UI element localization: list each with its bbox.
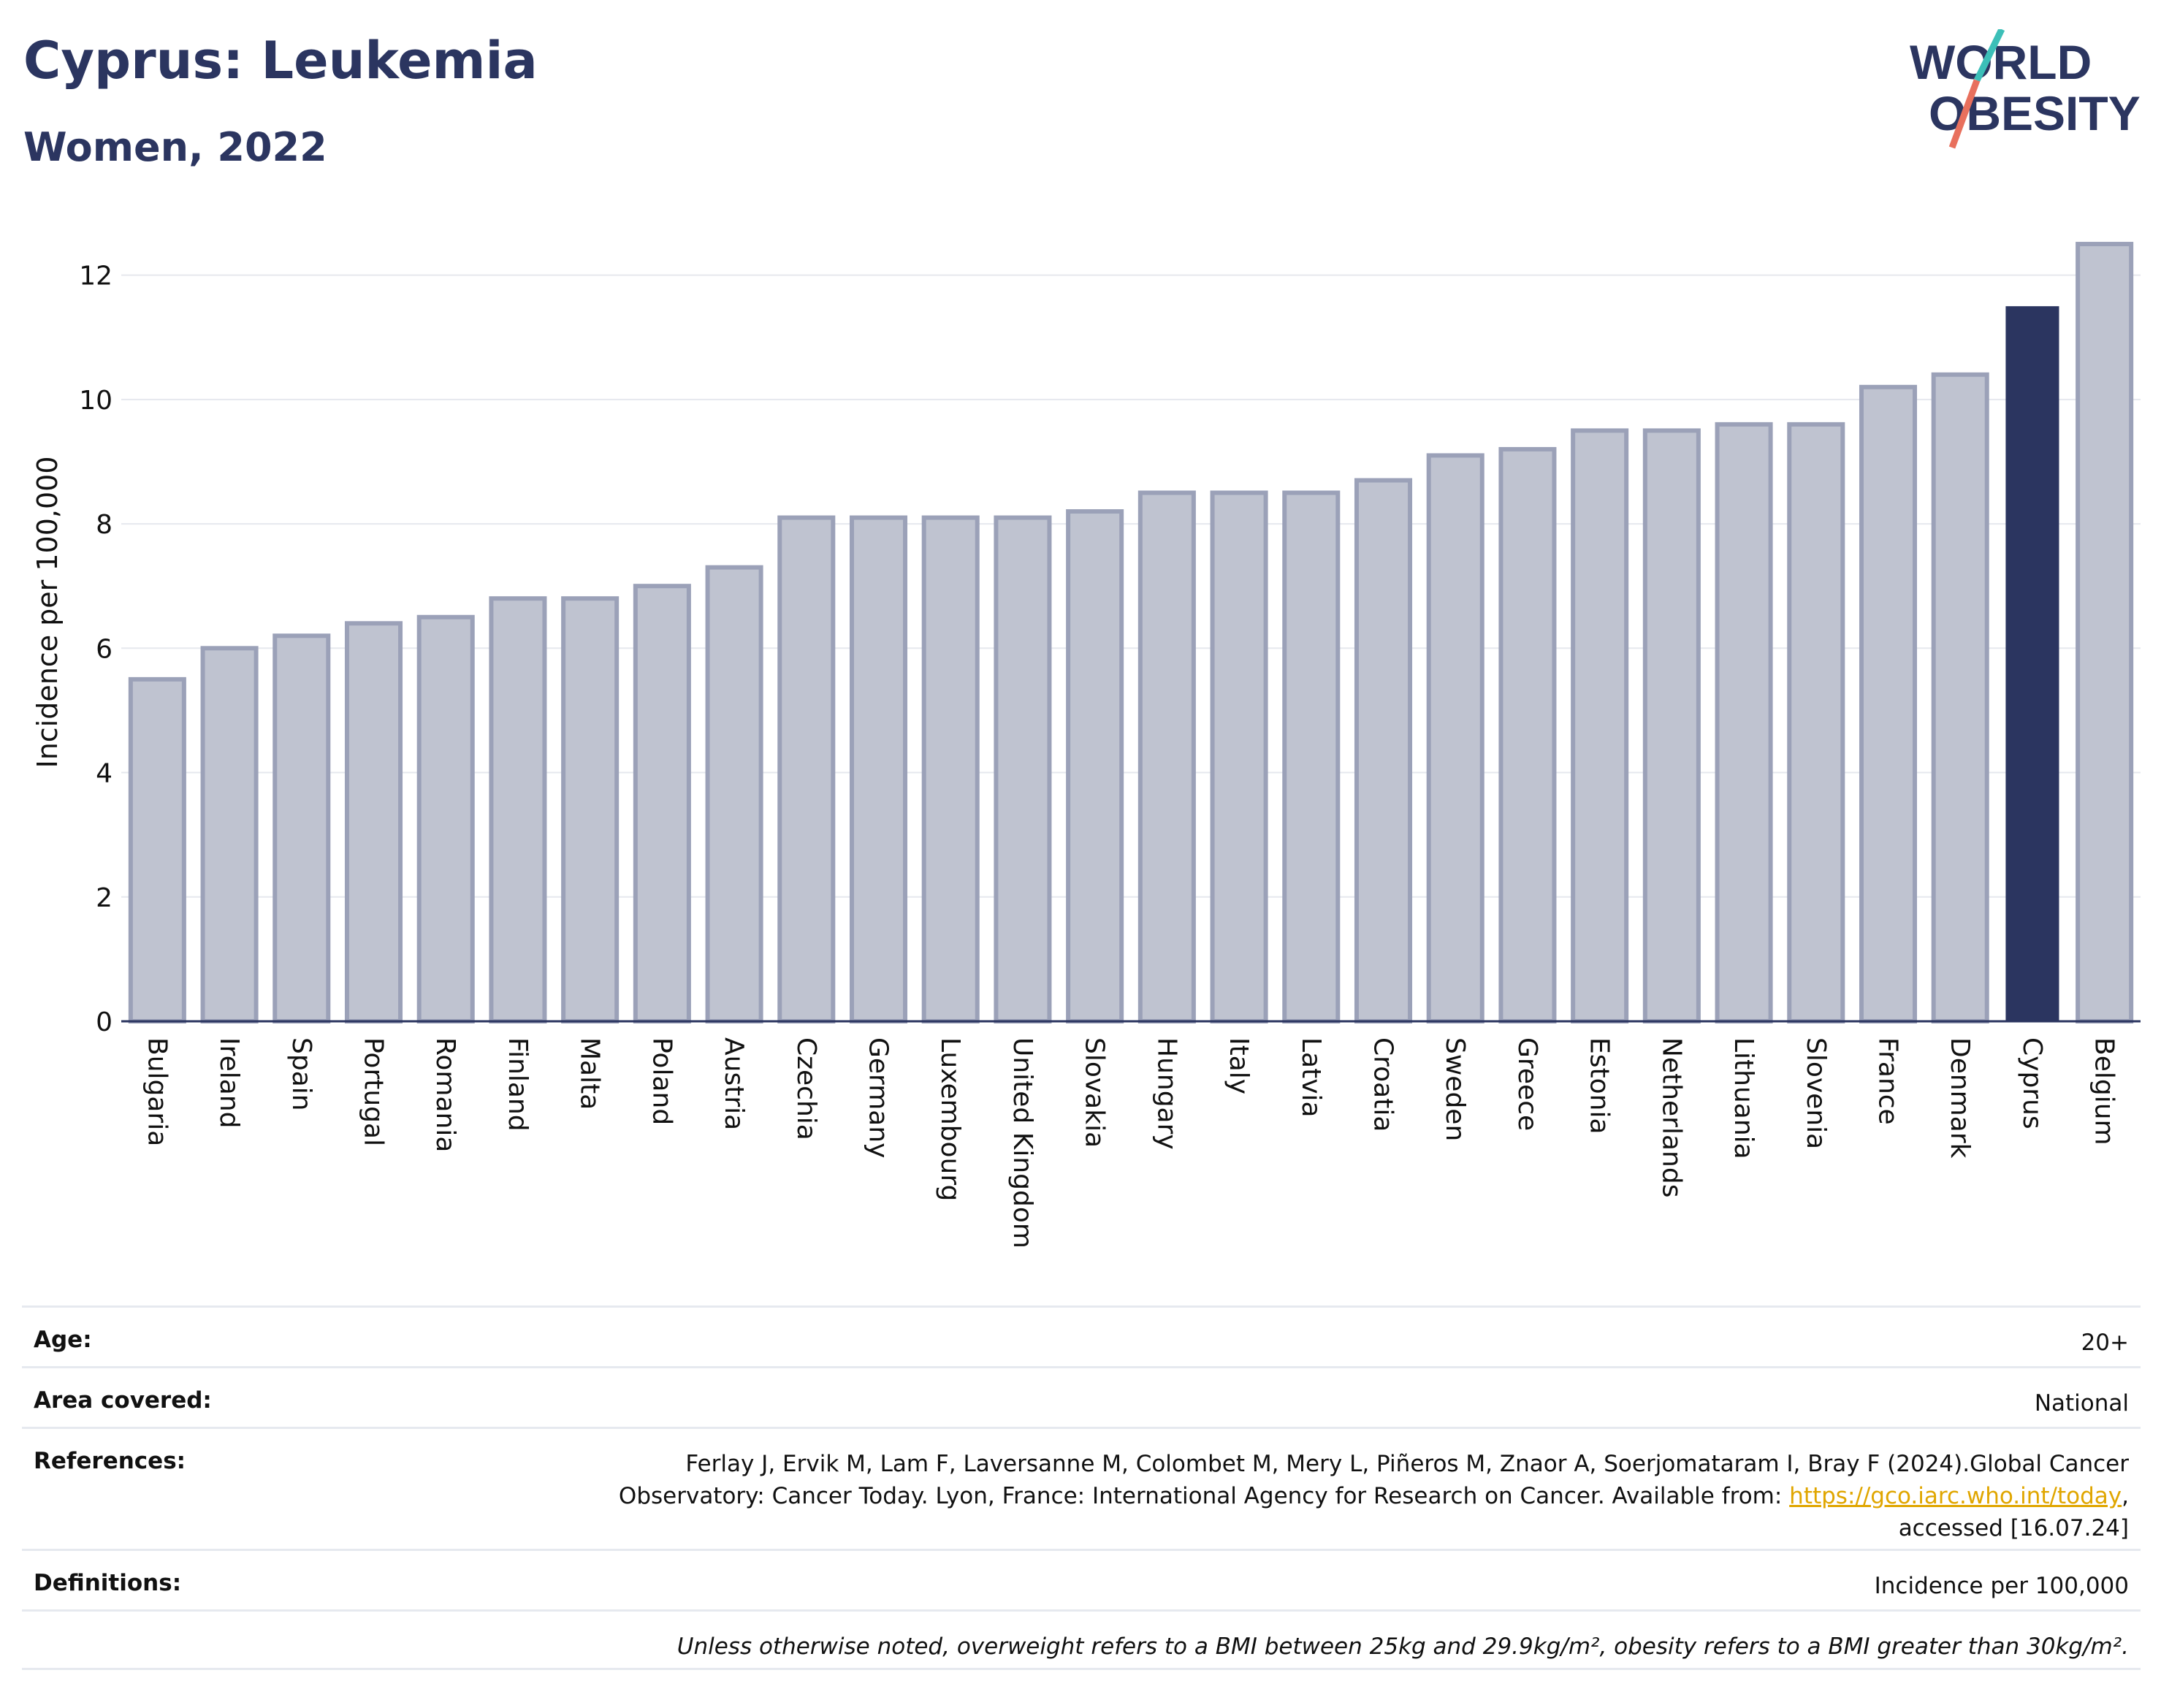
bar-netherlands: Netherlands: 9.5 — [1642, 428, 1701, 1023]
bar-lithuania: Lithuania: 9.6 — [1715, 422, 1773, 1023]
bar-italy: Italy: 8.5 — [1210, 490, 1268, 1023]
x-tick-label: Croatia — [1368, 1037, 1398, 1132]
page-subtitle: Women, 2022 — [23, 124, 327, 170]
bar-hungary: Hungary: 8.5 — [1137, 490, 1196, 1023]
references-label: References: — [34, 1448, 186, 1474]
definitions-label: Definitions: — [34, 1570, 182, 1596]
bar-spain: Spain: 6.2 — [272, 633, 331, 1023]
info-table: Age: 20+ Area covered: National Referenc… — [22, 1305, 2141, 1670]
bar-poland: Poland: 7 — [633, 584, 691, 1023]
bar-denmark: Denmark: 10.4 — [1931, 372, 1989, 1023]
reference-line-3: accessed [16.07.24] — [1898, 1515, 2129, 1541]
bar-cyprus: Cyprus: 11.5 — [2005, 306, 2059, 1021]
info-row-note: Unless otherwise noted, overweight refer… — [22, 1609, 2141, 1670]
definitions-value: Incidence per 100,000 — [1874, 1573, 2129, 1599]
x-tick-label: Germany — [864, 1037, 893, 1158]
x-tick-label: Denmark — [1945, 1037, 1975, 1159]
x-tick-label: Hungary — [1151, 1037, 1181, 1150]
x-tick-label: United Kingdom — [1007, 1037, 1037, 1248]
bar-sweden: Sweden: 9.1 — [1426, 453, 1485, 1023]
bar-bulgaria: Bulgaria: 5.5 — [128, 676, 186, 1023]
bar-ireland: Ireland: 6 — [200, 646, 259, 1023]
x-tick-label: Italy — [1224, 1037, 1254, 1094]
x-tick-label: Lithuania — [1729, 1037, 1758, 1159]
reference-line-2-text: Observatory: Cancer Today. Lyon, France:… — [618, 1483, 1790, 1509]
bar-germany: Germany: 8.1 — [849, 515, 908, 1023]
x-tick-label: Slovenia — [1801, 1037, 1831, 1149]
info-row-references: References: Ferlay J, Ervik M, Lam F, La… — [22, 1427, 2141, 1549]
x-tick-label: Ireland — [214, 1037, 244, 1129]
y-tick-label: 8 — [96, 510, 113, 540]
bmi-note: Unless otherwise noted, overweight refer… — [676, 1633, 2129, 1660]
info-row-definitions: Definitions: Incidence per 100,000 — [22, 1549, 2141, 1609]
area-value: National — [2034, 1390, 2129, 1417]
y-tick-label: 4 — [96, 759, 113, 789]
x-tick-label: Slovakia — [1080, 1037, 1110, 1148]
x-tick-label: Estonia — [1585, 1037, 1615, 1135]
bar-slovakia: Slovakia: 8.2 — [1066, 509, 1124, 1023]
bar-france: France: 10.2 — [1859, 384, 1918, 1023]
y-tick-label: 12 — [79, 262, 113, 291]
y-tick-label: 0 — [96, 1007, 113, 1037]
logo-slash-bottom — [1948, 79, 1981, 149]
y-axis-label: Incidence per 100,000 — [31, 456, 64, 768]
y-tick-label: 6 — [96, 634, 113, 664]
age-value: 20+ — [2081, 1330, 2129, 1356]
bar-slovenia: Slovenia: 9.6 — [1787, 422, 1845, 1023]
page-title: Cyprus: Leukemia — [23, 31, 538, 91]
y-tick-label: 2 — [96, 883, 113, 913]
x-tick-label: Greece — [1512, 1037, 1542, 1131]
bar-belgium: Belgium: 12.5 — [2076, 242, 2134, 1023]
axis-layer: 0 2 4 6 8 10 12 Bulgaria Ireland Spain Portugal Rom… — [79, 262, 2141, 1248]
bar-portugal: Portugal: 6.4 — [344, 621, 403, 1023]
info-row-area: Area covered: National — [22, 1366, 2141, 1427]
x-tick-label: Latvia — [1296, 1037, 1326, 1118]
x-tick-label: Czechia — [791, 1037, 821, 1140]
reference-line-1: Ferlay J, Ervik M, Lam F, Laversanne M, … — [685, 1451, 2129, 1477]
bar-latvia: Latvia: 8.5 — [1282, 490, 1341, 1023]
x-tick-label: Spain — [286, 1037, 316, 1111]
x-tick-label: Bulgaria — [142, 1037, 172, 1146]
x-tick-label: Luxembourg — [935, 1037, 965, 1201]
x-tick-label: Sweden — [1440, 1037, 1470, 1141]
bar-czechia: Czechia: 8.1 — [777, 515, 836, 1023]
x-tick-label: France — [1873, 1037, 1903, 1125]
age-label: Age: — [34, 1327, 92, 1353]
reference-link[interactable]: https://gco.iarc.who.int/today — [1789, 1483, 2122, 1509]
bar-luxembourg: Luxembourg: 8.1 — [921, 515, 980, 1023]
bar-romania: Romania: 6.5 — [416, 614, 475, 1023]
reference-line-2-end: , — [2122, 1483, 2129, 1509]
info-row-age: Age: 20+ — [22, 1305, 2141, 1366]
bar-greece: Greece: 9.2 — [1498, 446, 1557, 1023]
x-tick-label: Austria — [719, 1037, 749, 1130]
bar-austria: Austria: 7.3 — [705, 565, 763, 1023]
logo-slash-top — [1973, 29, 2005, 82]
x-tick-label: Cyprus — [2017, 1037, 2047, 1129]
bar-croatia: Croatia: 8.7 — [1354, 478, 1413, 1023]
bar-estonia: Estonia: 9.5 — [1571, 428, 1629, 1023]
bar-chart: Bulgaria: 5.5Ireland: 6Spain: 6.2Portuga… — [31, 242, 2141, 1248]
bar-finland: Finland: 6.8 — [489, 596, 547, 1023]
y-tick-label: 10 — [79, 386, 113, 416]
logo-line1: WORLD — [1910, 35, 2092, 89]
x-tick-label: Finland — [503, 1037, 533, 1132]
x-tick-label: Romania — [430, 1037, 460, 1152]
x-tick-label: Portugal — [359, 1037, 389, 1146]
x-tick-label: Netherlands — [1656, 1037, 1686, 1197]
bar-layer: Bulgaria: 5.5Ireland: 6Spain: 6.2Portuga… — [128, 242, 2134, 1023]
x-tick-label: Malta — [575, 1037, 605, 1110]
bar-malta: Malta: 6.8 — [561, 596, 620, 1023]
bar-united-kingdom: United Kingdom: 8.1 — [994, 515, 1052, 1023]
x-tick-label: Belgium — [2089, 1037, 2119, 1145]
area-label: Area covered: — [34, 1387, 212, 1414]
world-obesity-logo: WORLD OBESITY — [1910, 29, 2141, 149]
references-value: Ferlay J, Ervik M, Lam F, Laversanne M, … — [619, 1448, 2129, 1544]
x-tick-label: Poland — [647, 1037, 676, 1125]
